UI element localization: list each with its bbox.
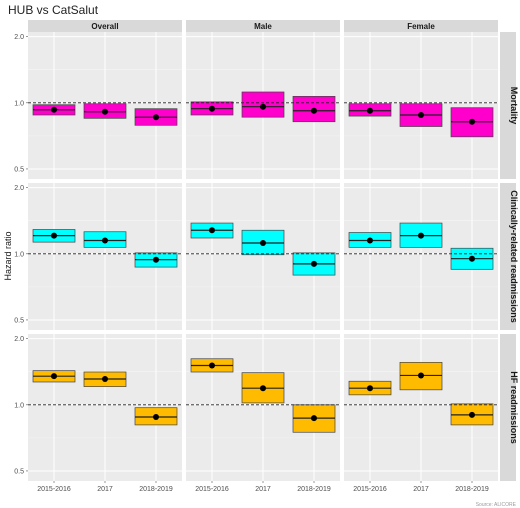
- y-tick-label: 0.5: [14, 166, 24, 173]
- estimate-point: [102, 376, 108, 383]
- estimate-point: [209, 227, 215, 234]
- x-tick-label: 2018-2019: [139, 486, 173, 493]
- y-tick-label: 2.0: [14, 34, 24, 41]
- estimate-point: [51, 106, 57, 113]
- y-axis-label: Hazard ratio: [3, 231, 13, 280]
- facet-grid: Overall Male Female Mortality Clinically-rel…: [14, 20, 519, 493]
- panel-overall-0: [28, 32, 182, 179]
- panel-female-0: [344, 32, 498, 179]
- estimate-point: [311, 260, 317, 267]
- estimate-point: [260, 239, 266, 246]
- estimate-point: [311, 415, 317, 422]
- estimate-point: [469, 411, 475, 418]
- estimate-point: [260, 103, 266, 110]
- x-tick-label: 2018-2019: [455, 486, 489, 493]
- estimate-point: [367, 107, 373, 114]
- estimate-point: [102, 108, 108, 115]
- estimate-point: [209, 362, 215, 369]
- estimate-point: [51, 373, 57, 380]
- estimate-point: [418, 232, 424, 239]
- estimate-point: [367, 237, 373, 244]
- estimate-point: [153, 114, 159, 121]
- panel-male-2: [186, 334, 340, 481]
- y-tick-label: 2.0: [14, 336, 24, 343]
- panel-male-0: [186, 32, 340, 179]
- row-strip-label: HF readmissions: [509, 371, 519, 444]
- x-tick-label: 2017: [97, 486, 113, 493]
- column-strip-label: Overall: [91, 22, 118, 31]
- estimate-point: [260, 385, 266, 392]
- estimate-point: [153, 256, 159, 263]
- estimate-point: [153, 413, 159, 420]
- row-strip: [500, 32, 516, 179]
- y-tick-label: 0.5: [14, 468, 24, 475]
- estimate-point: [102, 237, 108, 244]
- chart-title: HUB vs CatSalut: [8, 3, 99, 17]
- x-tick-label: 2017: [255, 486, 271, 493]
- x-tick-label: 2017: [413, 486, 429, 493]
- estimate-point: [367, 385, 373, 392]
- row-strip-label: Mortality: [509, 87, 519, 125]
- x-tick-label: 2018-2019: [297, 486, 331, 493]
- y-tick-label: 2.0: [14, 185, 24, 192]
- y-tick-label: 0.5: [14, 317, 24, 324]
- column-strip: [186, 20, 340, 32]
- x-tick-label: 2015-2016: [353, 486, 387, 493]
- x-tick-label: 2015-2016: [37, 486, 71, 493]
- source-note: Source: ALICORE: [476, 502, 517, 508]
- y-tick-label: 1.0: [14, 100, 24, 107]
- row-strip: [500, 334, 516, 481]
- estimate-point: [418, 111, 424, 118]
- column-strip: [28, 20, 182, 32]
- panel-female-2: [344, 334, 498, 481]
- estimate-point: [209, 105, 215, 112]
- row-strip: [500, 183, 516, 330]
- estimate-point: [51, 232, 57, 239]
- estimate-point: [311, 107, 317, 114]
- panel-male-1: [186, 183, 340, 330]
- panel-overall-1: [28, 183, 182, 330]
- x-tick-label: 2015-2016: [195, 486, 229, 493]
- estimate-point: [418, 372, 424, 379]
- estimate-point: [469, 255, 475, 262]
- estimate-point: [469, 118, 475, 125]
- column-strip-label: Female: [407, 22, 435, 31]
- y-tick-label: 1.0: [14, 251, 24, 258]
- row-strip-label: Clinically-related readmissions: [509, 190, 519, 323]
- panel-overall-2: [28, 334, 182, 481]
- panel-female-1: [344, 183, 498, 330]
- column-strip-label: Male: [254, 22, 272, 31]
- y-tick-label: 1.0: [14, 402, 24, 409]
- column-strip: [344, 20, 498, 32]
